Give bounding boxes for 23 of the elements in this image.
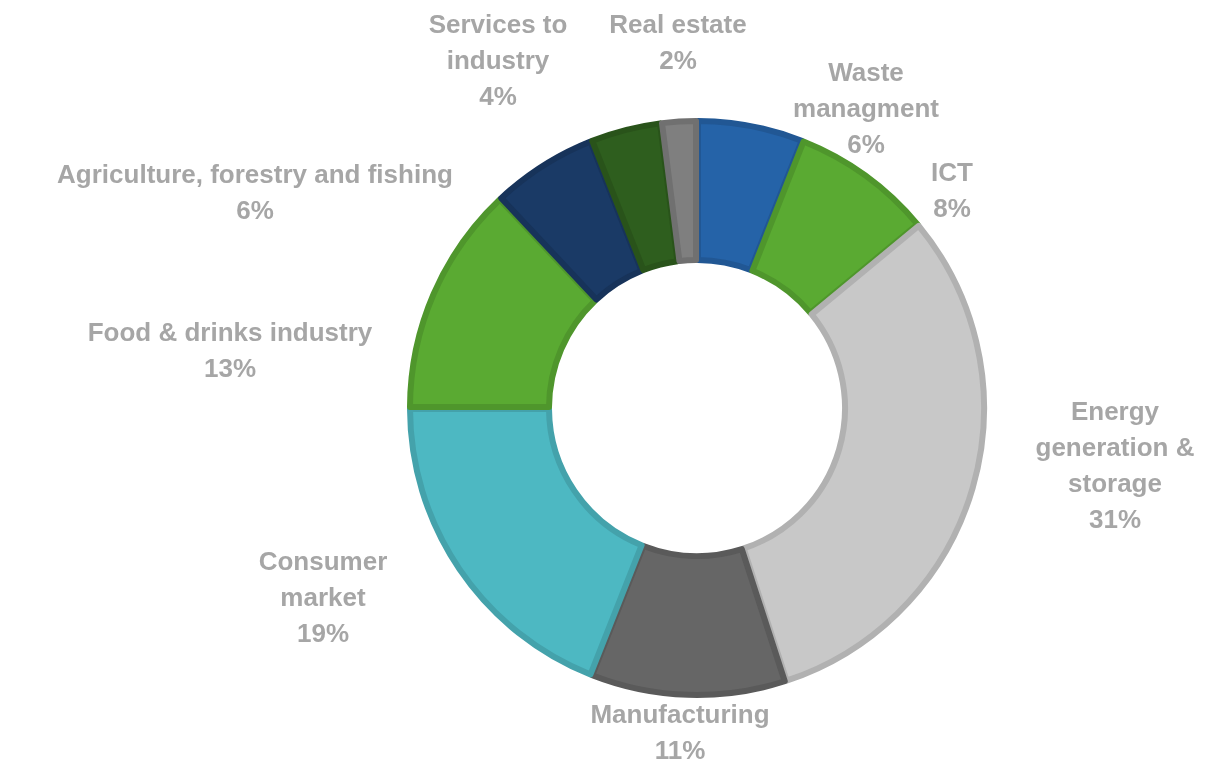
data-label: 4% (479, 81, 517, 112)
data-label: 13% (203, 353, 257, 384)
donut-slice (589, 542, 788, 698)
slice-label: Services to industry (428, 9, 568, 76)
slice-label: Waste managment (793, 57, 940, 124)
slice-label: Real estate (609, 9, 747, 40)
slice-label: Energy generation & storage (1035, 396, 1195, 499)
donut-slice (498, 138, 645, 303)
data-label: 2% (659, 45, 697, 76)
data-label: 11% (654, 735, 706, 766)
slice-label: Consumer market (258, 546, 388, 613)
slice-label: Agriculture, forestry and fishing (57, 159, 453, 190)
slice-label: Food & drinks industry (87, 317, 373, 348)
data-label: 8% (933, 193, 971, 224)
slice-label: ICT (931, 157, 974, 188)
data-label: 6% (236, 195, 274, 226)
data-label: 6% (847, 129, 885, 160)
data-label: 31% (1088, 504, 1142, 535)
data-label: 19% (296, 618, 350, 649)
donut-slice (740, 222, 987, 684)
donut-slice (407, 196, 598, 411)
donut-slice (589, 120, 681, 274)
slice-label: Manufacturing (590, 699, 770, 730)
